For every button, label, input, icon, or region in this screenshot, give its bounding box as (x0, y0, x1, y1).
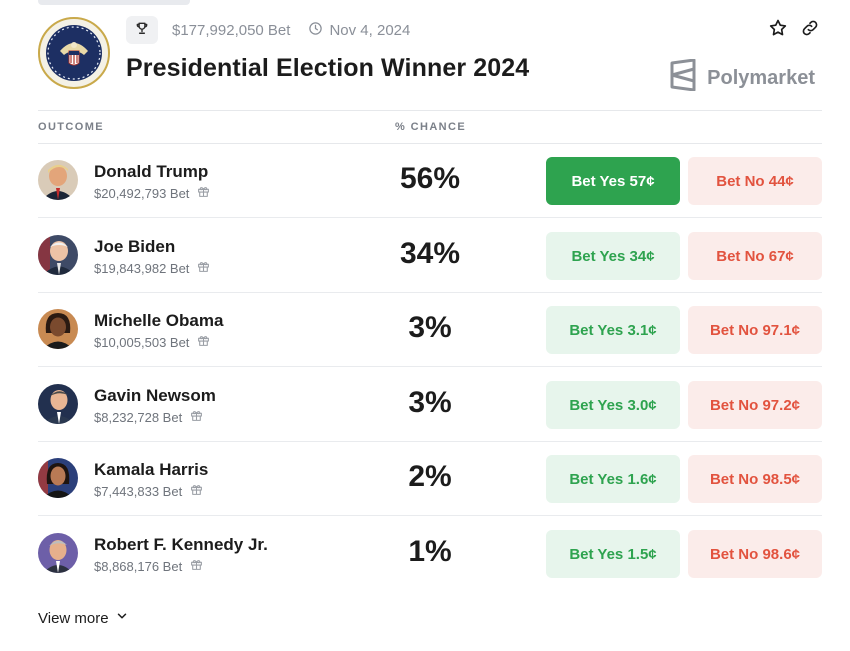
outcome-volume: $19,843,982 Bet (94, 260, 190, 276)
outcome-row-biden[interactable]: Joe Biden $19,843,982 Bet 34% Bet Yes 34… (38, 218, 822, 293)
trophy-icon (135, 21, 149, 39)
gift-icon[interactable] (197, 185, 210, 201)
presidential-seal-image (38, 17, 110, 89)
row-divider (38, 366, 822, 367)
bet-no-button[interactable]: Bet No 67¢ (688, 232, 822, 280)
bet-no-button[interactable]: Bet No 98.5¢ (688, 455, 822, 503)
category-badge[interactable] (126, 16, 158, 44)
outcome-volume: $8,868,176 Bet (94, 558, 183, 574)
outcome-volume: $8,232,728 Bet (94, 409, 183, 425)
bet-yes-button[interactable]: Bet Yes 3.0¢ (546, 381, 680, 429)
outcome-chance: 2% (408, 460, 452, 493)
bet-yes-button[interactable]: Bet Yes 3.1¢ (546, 306, 680, 354)
bet-yes-button[interactable]: Bet Yes 1.5¢ (546, 530, 680, 578)
outcome-volume-line: $20,492,793 Bet (94, 185, 210, 201)
outcome-row-newsom[interactable]: Gavin Newsom $8,232,728 Bet 3% Bet Yes 3… (38, 367, 822, 442)
market-title: Presidential Election Winner 2024 (126, 54, 530, 82)
bet-yes-button[interactable]: Bet Yes 1.6¢ (546, 455, 680, 503)
outcome-chance: 1% (408, 535, 452, 568)
row-divider (38, 441, 822, 442)
outcome-volume: $10,005,503 Bet (94, 334, 190, 350)
avatar (38, 309, 78, 349)
market-date: Nov 4, 2024 (308, 21, 410, 40)
outcome-row-harris[interactable]: Kamala Harris $7,443,833 Bet 2% Bet Yes … (38, 441, 822, 516)
bet-no-button[interactable]: Bet No 97.2¢ (688, 381, 822, 429)
outcome-name[interactable]: Donald Trump (94, 162, 209, 181)
row-divider (38, 292, 822, 293)
bet-yes-button[interactable]: Bet Yes 34¢ (546, 232, 680, 280)
outcome-name[interactable]: Kamala Harris (94, 460, 209, 479)
brand-name: Polymarket (707, 66, 815, 89)
star-icon[interactable] (768, 18, 788, 43)
outcome-row-trump[interactable]: Donald Trump $20,492,793 Bet 56% Bet Yes… (38, 143, 822, 218)
outcome-name[interactable]: Michelle Obama (94, 311, 224, 330)
outcome-volume: $7,443,833 Bet (94, 483, 183, 499)
outcome-name[interactable]: Joe Biden (94, 237, 176, 256)
outcome-row-obama[interactable]: Michelle Obama $10,005,503 Bet 3% Bet Ye… (38, 292, 822, 367)
outcome-chance: 3% (408, 311, 452, 344)
bet-no-button[interactable]: Bet No 44¢ (688, 157, 822, 205)
link-icon[interactable] (800, 18, 820, 43)
avatar (38, 160, 78, 200)
outcome-name[interactable]: Robert F. Kennedy Jr. (94, 535, 268, 554)
top-tab-indicator (38, 0, 190, 5)
polymarket-logo[interactable]: Polymarket (669, 58, 815, 97)
outcome-volume: $20,492,793 Bet (94, 185, 190, 201)
header-actions (768, 18, 820, 43)
market-volume: $177,992,050 Bet (172, 21, 291, 39)
avatar (38, 458, 78, 498)
outcome-chance: 3% (408, 386, 452, 419)
avatar (38, 533, 78, 573)
outcome-volume-line: $8,232,728 Bet (94, 409, 203, 425)
gift-icon[interactable] (190, 483, 203, 499)
gift-icon[interactable] (197, 334, 210, 350)
outcome-row-kennedy[interactable]: Robert F. Kennedy Jr. $8,868,176 Bet 1% … (38, 516, 822, 591)
bet-no-button[interactable]: Bet No 98.6¢ (688, 530, 822, 578)
gift-icon[interactable] (197, 260, 210, 276)
chevron-down-icon (115, 609, 129, 627)
view-more-button[interactable]: View more (38, 609, 129, 627)
clock-icon (308, 21, 323, 40)
polymarket-logo-icon (669, 58, 697, 97)
gift-icon[interactable] (190, 558, 203, 574)
table-header-divider (38, 143, 822, 144)
avatar (38, 384, 78, 424)
market-meta: $177,992,050 Bet Nov 4, 2024 (126, 16, 410, 44)
outcome-volume-line: $7,443,833 Bet (94, 483, 203, 499)
header-divider (38, 110, 822, 111)
row-divider (38, 217, 822, 218)
row-divider (38, 515, 822, 516)
outcome-chance: 56% (399, 162, 461, 195)
view-more-label: View more (38, 609, 109, 627)
date-text: Nov 4, 2024 (329, 21, 411, 39)
chance-column-header: % CHANCE (395, 121, 467, 133)
bet-no-button[interactable]: Bet No 97.1¢ (688, 306, 822, 354)
gift-icon[interactable] (190, 409, 203, 425)
bet-yes-button[interactable]: Bet Yes 57¢ (546, 157, 680, 205)
outcome-volume-line: $19,843,982 Bet (94, 260, 210, 276)
outcome-name[interactable]: Gavin Newsom (94, 386, 216, 405)
outcome-volume-line: $8,868,176 Bet (94, 558, 203, 574)
avatar (38, 235, 78, 275)
outcome-chance: 34% (399, 237, 461, 270)
outcome-column-header: OUTCOME (38, 121, 105, 133)
outcome-volume-line: $10,005,503 Bet (94, 334, 210, 350)
